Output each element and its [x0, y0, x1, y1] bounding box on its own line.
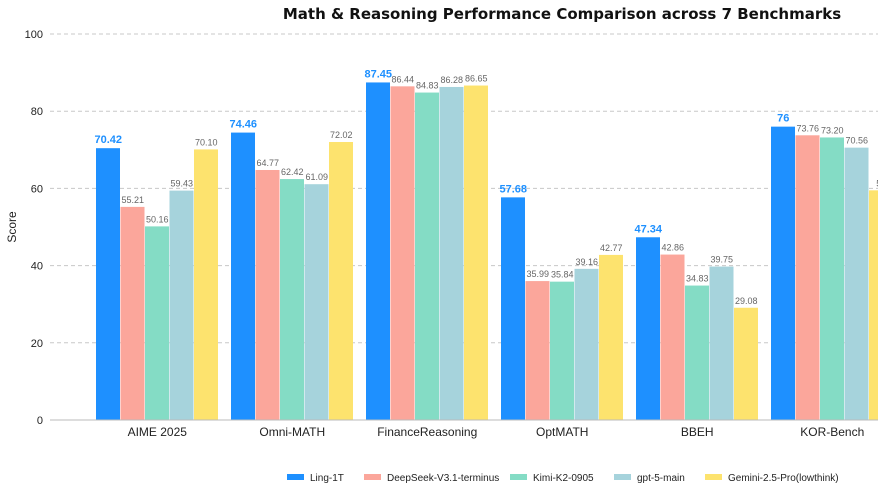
x-category-label: FinanceReasoning — [377, 425, 477, 439]
bar-gemini-2-5-pro-lowthink- — [194, 149, 218, 420]
bar-deepseek-v3-1-terminus — [525, 281, 550, 420]
bar-deepseek-v3-1-terminus — [660, 254, 685, 420]
y-tick-label: 0 — [37, 415, 43, 427]
bar-ling-1t — [771, 126, 795, 420]
legend-label: Gemini-2.5-Pro(lowthink) — [728, 473, 839, 484]
data-label: 70.10 — [195, 137, 218, 147]
y-tick-label: 20 — [31, 338, 43, 350]
data-label: 42.77 — [600, 243, 623, 253]
bar-gemini-2-5-pro-lowthink- — [329, 142, 353, 420]
data-label: 47.34 — [634, 223, 662, 235]
data-label: 76 — [777, 113, 789, 125]
data-label: 35.99 — [526, 269, 549, 279]
data-label: 35.84 — [551, 270, 574, 280]
data-label: 34.83 — [686, 274, 709, 284]
bar-gemini-2-5-pro-lowthink- — [464, 85, 488, 420]
legend-swatch — [510, 474, 527, 480]
bar-deepseek-v3-1-terminus — [795, 135, 820, 420]
y-tick-label: 100 — [25, 29, 43, 41]
data-label: 42.86 — [661, 243, 684, 253]
bar-ling-1t — [501, 197, 525, 420]
data-label: 86.28 — [440, 75, 463, 85]
bar-gemini-2-5-pro-lowthink- — [734, 307, 758, 420]
chart-title: Math & Reasoning Performance Comparison … — [283, 5, 841, 23]
data-label: 61.09 — [305, 172, 328, 182]
legend-swatch — [364, 474, 381, 480]
legend-label: DeepSeek-V3.1-terminus — [387, 473, 499, 484]
x-axis-categories: AIME 2025 Omni-MATH FinanceReasoning OptMAT… — [128, 425, 865, 439]
bar-deepseek-v3-1-terminus — [120, 206, 145, 420]
legend-label: gpt-5-main — [637, 473, 685, 484]
x-category-label: OptMATH — [536, 425, 588, 439]
x-category-label: KOR-Bench — [800, 425, 864, 439]
bar-kimi-k2-0905 — [280, 179, 304, 420]
data-label: 55.21 — [121, 195, 144, 205]
data-label: 70.56 — [845, 136, 868, 146]
bar-gpt-5-main — [709, 266, 734, 420]
data-label: 64.77 — [256, 158, 279, 168]
bar-gpt-5-main — [574, 268, 599, 420]
legend-swatch — [705, 474, 722, 480]
bar-gpt-5-main — [439, 86, 464, 420]
data-label: 59.43 — [170, 179, 193, 189]
bar-gemini-2-5-pro-lowthink- — [599, 254, 623, 420]
bar-gpt-5-main — [169, 190, 194, 420]
bar-deepseek-v3-1-terminus — [255, 169, 280, 420]
data-label: 59 — [876, 178, 878, 188]
data-label: 74.46 — [229, 119, 257, 131]
data-label: 39.16 — [575, 257, 598, 267]
data-label: 87.45 — [364, 68, 392, 80]
data-label: 70.42 — [94, 134, 122, 146]
bar-ling-1t — [231, 132, 255, 420]
data-label: 73.76 — [796, 123, 819, 133]
bar-gemini-2-5-pro-lowthink- — [869, 190, 878, 420]
legend: Ling-1T DeepSeek-V3.1-terminus Kimi-K2-090… — [287, 473, 839, 484]
bar-ling-1t — [366, 82, 390, 421]
bar-ling-1t — [96, 148, 120, 420]
legend-swatch — [614, 474, 631, 480]
y-axis-label: Score — [5, 211, 19, 243]
x-category-label: BBEH — [681, 425, 714, 439]
legend-label: Ling-1T — [310, 473, 344, 484]
x-category-label: AIME 2025 — [128, 425, 188, 439]
data-label: 73.20 — [821, 125, 844, 135]
x-category-label: Omni-MATH — [259, 425, 325, 439]
data-label: 62.42 — [281, 167, 304, 177]
y-tick-label: 80 — [31, 106, 43, 118]
data-label: 57.68 — [499, 183, 527, 195]
y-tick-label: 40 — [31, 261, 43, 273]
data-label: 29.08 — [735, 296, 758, 306]
legend-label: Kimi-K2-0905 — [533, 473, 594, 484]
bars — [96, 82, 878, 421]
y-tick-label: 60 — [31, 183, 43, 195]
bar-kimi-k2-0905 — [415, 92, 439, 420]
data-label: 39.75 — [710, 255, 733, 265]
bar-ling-1t — [636, 237, 660, 420]
bar-gpt-5-main — [844, 147, 869, 420]
data-label: 84.83 — [416, 81, 439, 91]
y-axis-ticks: 0 20 40 60 80 100 — [25, 29, 43, 427]
bar-deepseek-v3-1-terminus — [390, 86, 415, 420]
data-label: 86.44 — [391, 74, 414, 84]
bar-kimi-k2-0905 — [685, 285, 709, 420]
bar-kimi-k2-0905 — [820, 137, 844, 420]
data-label: 86.65 — [465, 74, 488, 84]
bar-gpt-5-main — [304, 184, 329, 420]
bar-kimi-k2-0905 — [145, 226, 169, 420]
data-label: 72.02 — [330, 130, 353, 140]
legend-swatch — [287, 474, 304, 480]
data-label: 50.16 — [146, 214, 169, 224]
bar-kimi-k2-0905 — [550, 281, 574, 420]
